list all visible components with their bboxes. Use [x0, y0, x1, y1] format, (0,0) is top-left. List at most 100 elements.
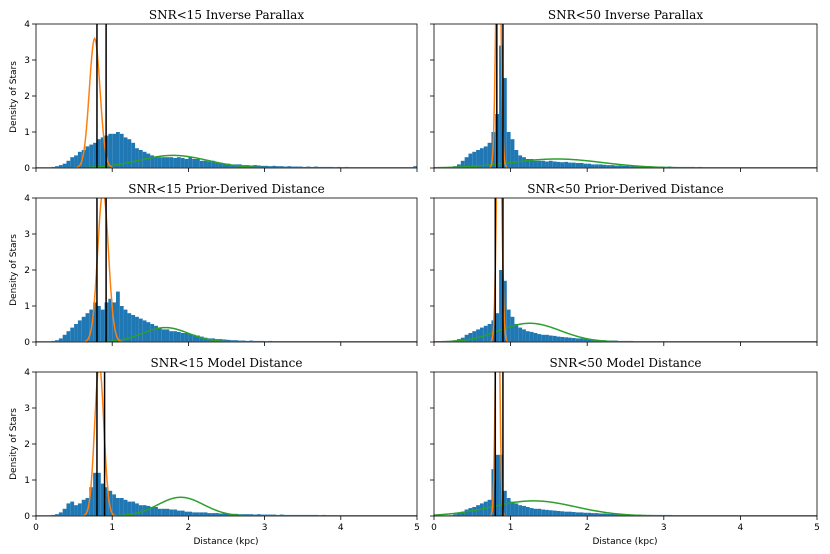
histogram-bar: [173, 509, 177, 516]
panel-title: SNR<50 Model Distance: [550, 356, 702, 370]
panel-title: SNR<15 Model Distance: [151, 356, 303, 370]
histogram-bar: [579, 512, 584, 516]
y-tick-label: 0: [24, 164, 30, 174]
histogram-bar: [479, 148, 484, 168]
histogram-bar: [510, 139, 515, 168]
histogram-bar: [116, 498, 120, 516]
histogram-bar: [55, 340, 59, 342]
histogram-bar: [583, 512, 588, 516]
histogram-bar: [464, 509, 469, 516]
histogram-bar: [614, 514, 618, 516]
histogram-bar: [525, 159, 530, 168]
histogram-bar: [537, 334, 542, 342]
histogram-bar: [66, 331, 71, 342]
histogram-bar: [138, 505, 143, 516]
histogram-bar: [533, 508, 538, 516]
histogram-bar: [58, 338, 63, 342]
histogram-bar: [135, 503, 139, 516]
histogram-bar: [93, 142, 97, 168]
histogram-bar: [598, 164, 603, 168]
histogram-bar: [70, 157, 75, 168]
histogram-bar: [598, 513, 603, 516]
histogram-bar: [617, 165, 622, 168]
histogram-bar: [93, 472, 97, 516]
histogram-bar: [66, 160, 71, 168]
histogram-bar: [518, 505, 523, 516]
histogram-bar: [453, 514, 457, 516]
histogram-bar: [476, 505, 480, 516]
histogram-bar: [89, 487, 94, 516]
cluster-gaussian-fit: [36, 36, 417, 168]
histogram-bar: [127, 501, 132, 516]
histogram-bar: [138, 150, 143, 168]
histogram-bar: [617, 514, 622, 516]
histogram-bar: [154, 325, 158, 342]
histogram-bar: [487, 142, 492, 168]
histogram-bar: [108, 298, 113, 342]
histogram-bar: [514, 324, 519, 342]
histogram-bar: [146, 322, 151, 342]
histogram-bar: [560, 511, 565, 516]
histogram-bar: [218, 513, 223, 516]
histogram-bar: [548, 510, 553, 516]
panel-title: SNR<50 Inverse Parallax: [548, 8, 703, 22]
histogram-bar: [610, 165, 615, 168]
histogram-bar: [602, 513, 607, 516]
histogram-bar: [85, 313, 90, 342]
histogram-bar: [525, 331, 530, 342]
histogram-bar: [560, 162, 565, 168]
histogram-bar: [81, 499, 86, 516]
field-gaussian-fit: [434, 500, 817, 516]
histogram-bar: [119, 306, 124, 342]
histogram-bar: [184, 511, 189, 516]
histogram-bar: [552, 161, 557, 168]
histogram-bar: [541, 509, 546, 516]
y-axis-label-middle: Density of Stars: [9, 234, 19, 306]
panel-plot-area: [434, 24, 817, 168]
histogram-bar: [464, 157, 469, 168]
histogram-bar: [472, 331, 477, 342]
histogram-bar: [545, 509, 549, 516]
histogram-bar: [161, 508, 166, 516]
histogram-bar: [487, 324, 492, 342]
x-tick-label: 2: [186, 523, 192, 533]
y-tick-label: 3: [24, 56, 30, 66]
histogram-bar: [150, 507, 155, 516]
histogram-bar: [199, 160, 204, 168]
histogram-bar: [575, 512, 580, 516]
histogram-bar: [464, 334, 469, 342]
histogram-bar: [165, 157, 170, 168]
histogram-bar: [629, 166, 634, 168]
histogram-bar: [203, 512, 208, 516]
histogram-bar: [116, 291, 120, 342]
y-tick-label: 0: [24, 512, 30, 522]
y-tick-label: 3: [24, 230, 30, 240]
histogram-bar: [58, 512, 63, 516]
histogram-bar: [591, 339, 595, 342]
histogram-bar: [138, 318, 143, 342]
histogram-bar: [541, 160, 546, 168]
histogram-bar: [556, 161, 561, 168]
histogram-bar: [100, 137, 105, 168]
histogram-bar: [583, 338, 588, 342]
histogram-bar: [157, 508, 162, 516]
histogram-bar: [100, 309, 105, 342]
y-tick-label: 2: [24, 440, 30, 450]
histogram-bar: [587, 339, 592, 342]
histogram-bar: [180, 333, 185, 342]
histogram-bar: [541, 334, 546, 342]
histogram-bar: [545, 334, 549, 342]
histogram-bar: [169, 157, 174, 168]
histogram-bar: [545, 161, 549, 168]
histogram-bar: [279, 166, 284, 168]
histogram-bar: [169, 509, 174, 516]
panel-plot-area: [434, 372, 817, 516]
histogram-bar: [66, 503, 71, 516]
histogram-bar: [522, 157, 526, 168]
histogram-bar: [621, 165, 626, 168]
histogram-bar: [510, 501, 515, 516]
histogram-bar: [625, 165, 630, 168]
histogram-bar: [529, 331, 534, 342]
histogram-bar: [226, 339, 231, 342]
histogram-bar: [506, 309, 511, 342]
